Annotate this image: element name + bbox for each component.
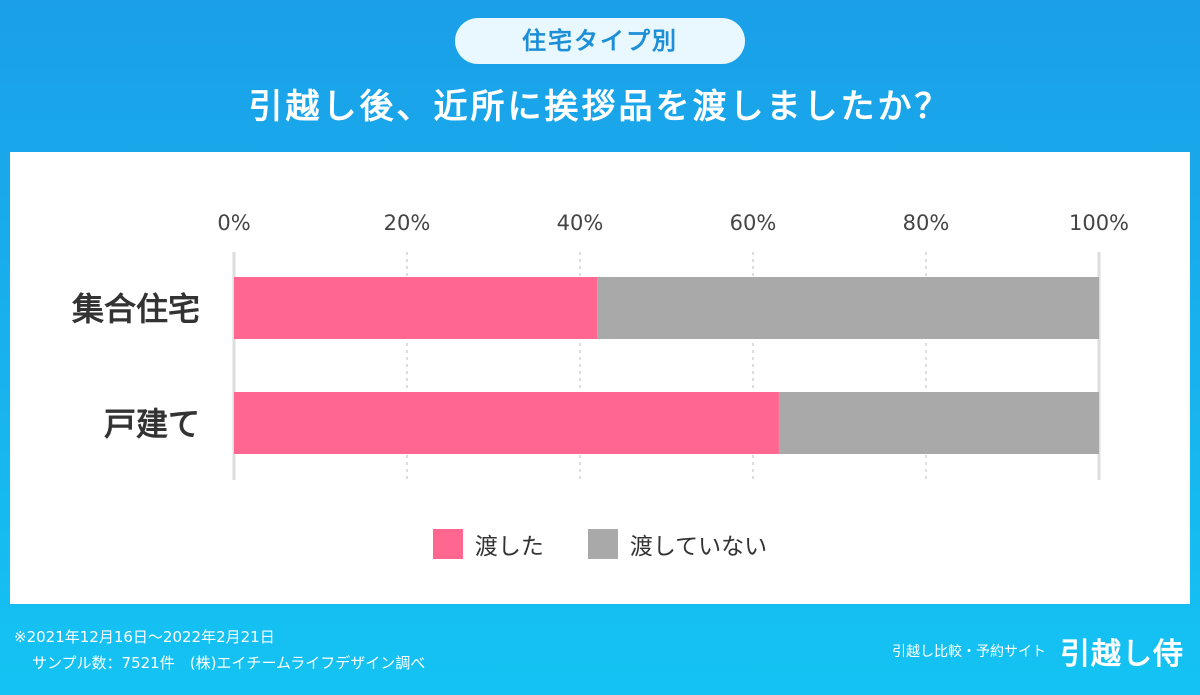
x-tick-label: 100% [1069, 211, 1129, 235]
bar-segment [778, 392, 1099, 454]
chart-legend: 渡した 渡していない [10, 524, 1190, 564]
legend-label-gave: 渡した [474, 534, 544, 560]
chart-category-tag: 住宅タイプ別 [455, 18, 745, 64]
survey-period: ※2021年12月16日〜2022年2月21日 [14, 628, 275, 646]
chart-title: 引越し後、近所に挨拶品を渡しましたか？ [248, 87, 952, 127]
bar-segment [234, 277, 598, 339]
legend-item-gave: 渡した [432, 527, 544, 561]
legend-label-did-not: 渡していない [629, 534, 768, 560]
x-tick-label: 80% [903, 211, 950, 235]
bar-segment [234, 392, 779, 454]
brand-tagline: 引越し比較・予約サイト [892, 644, 1046, 660]
footnote: ※2021年12月16日〜2022年2月21日 サンプル数：7521件 (株)エ… [14, 624, 425, 676]
legend-swatch-did-not [587, 529, 618, 559]
legend-swatch-gave [432, 529, 463, 559]
brand-logo: 引越し侍 [1060, 637, 1184, 672]
bar-segment [597, 277, 1099, 339]
x-tick-label: 40% [557, 211, 604, 235]
category-label: 戸建て [104, 405, 200, 443]
x-tick-label: 20% [384, 211, 431, 235]
chart-panel: 0% 20% 40% 60% 80% 100% 集合住宅戸建て 渡した 渡していない [10, 152, 1190, 604]
x-tick-label: 0% [217, 211, 250, 235]
legend-item-did-not: 渡していない [587, 527, 768, 561]
sample-info: サンプル数：7521件 (株)エイチームライフデザイン調べ [32, 654, 426, 672]
x-tick-label: 60% [730, 211, 777, 235]
brand: 引越し比較・予約サイト 引越し侍 [892, 626, 1184, 676]
category-label: 集合住宅 [71, 290, 200, 328]
